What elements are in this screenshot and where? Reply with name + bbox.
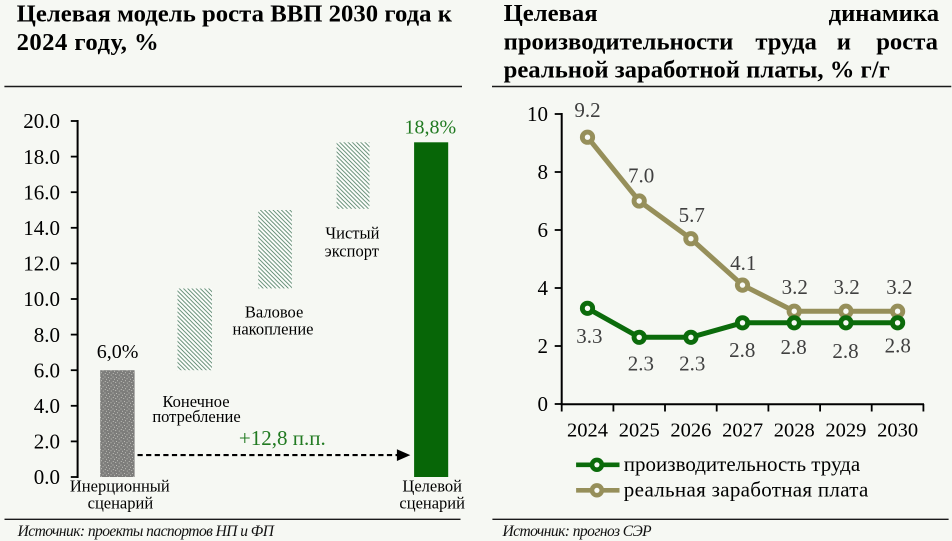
svg-text:2.8: 2.8 (832, 339, 858, 363)
svg-text:8: 8 (538, 160, 549, 184)
svg-text:2024 году, %: 2024 году, % (17, 29, 160, 56)
svg-text:6.0: 6.0 (34, 358, 60, 382)
svg-text:2.8: 2.8 (780, 335, 806, 359)
svg-text:накопление: накопление (233, 319, 314, 338)
svg-text:2.0: 2.0 (34, 430, 60, 454)
svg-text:Инерционный: Инерционный (70, 477, 170, 496)
svg-text:8.0: 8.0 (34, 323, 60, 347)
svg-text:9.2: 9.2 (574, 98, 600, 122)
svg-text:Чистый: Чистый (325, 224, 379, 243)
svg-text:2024: 2024 (567, 419, 608, 441)
svg-text:16.0: 16.0 (23, 180, 60, 204)
svg-text:2: 2 (538, 334, 549, 358)
svg-text:реальной заработной платы, % г: реальной заработной платы, % г/г (504, 57, 890, 84)
svg-text:6: 6 (538, 218, 549, 242)
svg-text:2028: 2028 (774, 419, 815, 441)
svg-text:7.0: 7.0 (628, 164, 654, 188)
svg-text:производительности: производительности (504, 28, 734, 55)
svg-text:4.1: 4.1 (730, 251, 756, 275)
svg-text:Целевой: Целевой (402, 477, 462, 496)
svg-text:потребление: потребление (152, 407, 240, 426)
svg-text:реальная заработная плата: реальная заработная плата (624, 477, 869, 501)
svg-text:сценарий: сценарий (88, 494, 154, 513)
svg-text:труда: труда (755, 28, 816, 55)
svg-text:4.0: 4.0 (34, 394, 60, 418)
svg-text:10.0: 10.0 (23, 287, 60, 311)
svg-text:18.0: 18.0 (23, 145, 60, 169)
svg-text:10: 10 (527, 102, 548, 126)
svg-text:2029: 2029 (825, 419, 866, 441)
svg-text:12.0: 12.0 (23, 252, 60, 276)
svg-text:0.0: 0.0 (34, 465, 60, 489)
svg-text:Источник: проекты паспортов НП: Источник: проекты паспортов НП и ФП (17, 523, 275, 540)
svg-text:производительность труда: производительность труда (624, 452, 861, 476)
svg-text:Целевая модель роста ВВП 2030: Целевая модель роста ВВП 2030 года к (17, 0, 453, 27)
svg-text:сценарий: сценарий (399, 494, 465, 513)
svg-text:5.7: 5.7 (679, 203, 705, 227)
svg-text:14.0: 14.0 (23, 216, 60, 240)
svg-text:2027: 2027 (722, 419, 763, 441)
svg-text:0: 0 (538, 392, 549, 416)
svg-text:3.2: 3.2 (782, 275, 808, 299)
svg-text:18,8%: 18,8% (404, 116, 456, 138)
svg-text:+12,8 п.п.: +12,8 п.п. (239, 426, 326, 450)
svg-text:экспорт: экспорт (325, 241, 379, 260)
svg-text:2030: 2030 (877, 419, 918, 441)
svg-text:3.2: 3.2 (886, 275, 912, 299)
svg-text:и: и (837, 28, 851, 55)
svg-text:2.8: 2.8 (885, 334, 911, 358)
svg-text:Целевая: Целевая (504, 0, 598, 27)
svg-text:3.2: 3.2 (833, 275, 859, 299)
svg-text:3.3: 3.3 (576, 324, 602, 348)
svg-text:20.0: 20.0 (23, 109, 60, 133)
svg-text:4: 4 (538, 276, 549, 300)
svg-text:Конечное: Конечное (162, 392, 229, 411)
svg-text:2.3: 2.3 (679, 351, 705, 375)
svg-text:Валовое: Валовое (245, 302, 303, 321)
svg-text:6,0%: 6,0% (97, 341, 139, 363)
svg-text:роста: роста (876, 28, 938, 55)
svg-text:Источник: прогноз СЭР: Источник: прогноз СЭР (502, 523, 653, 540)
svg-text:2.3: 2.3 (628, 351, 654, 375)
svg-text:динамика: динамика (829, 0, 940, 27)
svg-text:2025: 2025 (619, 419, 660, 441)
svg-text:2.8: 2.8 (729, 338, 755, 362)
svg-text:2026: 2026 (670, 419, 711, 441)
